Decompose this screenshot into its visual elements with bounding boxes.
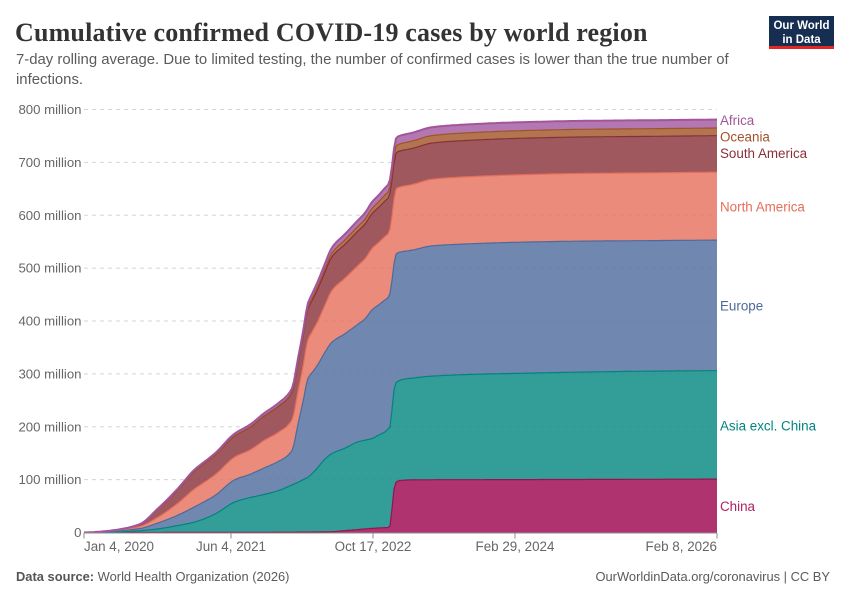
- svg-text:Asia excl. China: Asia excl. China: [720, 419, 817, 434]
- svg-text:0: 0: [74, 525, 81, 540]
- svg-text:Oceania: Oceania: [720, 130, 770, 145]
- svg-text:North America: North America: [720, 200, 805, 215]
- svg-text:China: China: [720, 499, 756, 514]
- svg-text:600 million: 600 million: [18, 208, 81, 223]
- svg-text:500 million: 500 million: [18, 261, 81, 276]
- svg-text:Africa: Africa: [720, 113, 755, 128]
- svg-text:Feb 8, 2026: Feb 8, 2026: [646, 539, 717, 554]
- svg-text:400 million: 400 million: [18, 314, 81, 329]
- svg-text:Oct 17, 2022: Oct 17, 2022: [335, 539, 412, 554]
- svg-text:800 million: 800 million: [18, 102, 81, 117]
- svg-text:Feb 29, 2024: Feb 29, 2024: [476, 539, 555, 554]
- svg-text:300 million: 300 million: [18, 367, 81, 382]
- svg-text:200 million: 200 million: [18, 419, 81, 434]
- svg-text:Europe: Europe: [720, 299, 763, 314]
- svg-text:700 million: 700 million: [18, 155, 81, 170]
- svg-text:South America: South America: [720, 146, 808, 161]
- svg-text:Jun 4, 2021: Jun 4, 2021: [196, 539, 266, 554]
- svg-text:100 million: 100 million: [18, 472, 81, 487]
- svg-text:Jan 4, 2020: Jan 4, 2020: [84, 539, 154, 554]
